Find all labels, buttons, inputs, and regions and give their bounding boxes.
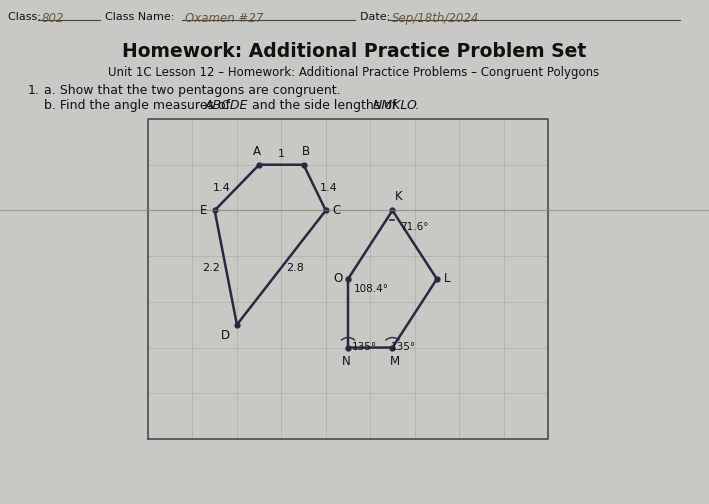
Text: 71.6°: 71.6°	[401, 222, 429, 232]
Text: Date:: Date:	[360, 12, 393, 22]
Text: 2.8: 2.8	[286, 263, 304, 273]
Text: E: E	[200, 204, 208, 217]
Text: Homework: Additional Practice Problem Set: Homework: Additional Practice Problem Se…	[122, 42, 586, 61]
Text: 108.4°: 108.4°	[354, 284, 389, 294]
Text: 1: 1	[278, 149, 285, 159]
Text: 2.2: 2.2	[202, 263, 220, 273]
Text: a. Show that the two pentagons are congruent.: a. Show that the two pentagons are congr…	[44, 84, 340, 97]
Text: Class:: Class:	[8, 12, 45, 22]
Text: Class Name:: Class Name:	[105, 12, 178, 22]
Text: N: N	[342, 355, 350, 367]
Text: Sep/18th/2024: Sep/18th/2024	[392, 12, 479, 25]
Text: K: K	[394, 191, 402, 204]
Text: B: B	[301, 145, 310, 158]
Text: 135°: 135°	[391, 342, 415, 352]
Text: b. Find the angle measures of: b. Find the angle measures of	[44, 99, 234, 112]
Text: 1.: 1.	[28, 84, 40, 97]
Text: O: O	[334, 273, 343, 285]
Text: NMKLO: NMKLO	[373, 99, 418, 112]
Text: Oxamen #27: Oxamen #27	[185, 12, 263, 25]
Text: 1.4: 1.4	[213, 182, 231, 193]
Text: 1.4: 1.4	[320, 182, 337, 193]
Text: Unit 1C Lesson 12 – Homework: Additional Practice Problems – Congruent Polygons: Unit 1C Lesson 12 – Homework: Additional…	[108, 66, 600, 79]
Text: and the side lengths of: and the side lengths of	[248, 99, 401, 112]
Text: M: M	[389, 355, 399, 367]
Text: 135°: 135°	[352, 342, 377, 352]
Text: .: .	[415, 99, 419, 112]
Text: A: A	[253, 145, 261, 158]
Text: C: C	[333, 204, 341, 217]
Text: L: L	[444, 273, 450, 285]
Text: D: D	[220, 329, 230, 342]
Text: 802: 802	[42, 12, 65, 25]
Text: ABCDE: ABCDE	[205, 99, 248, 112]
